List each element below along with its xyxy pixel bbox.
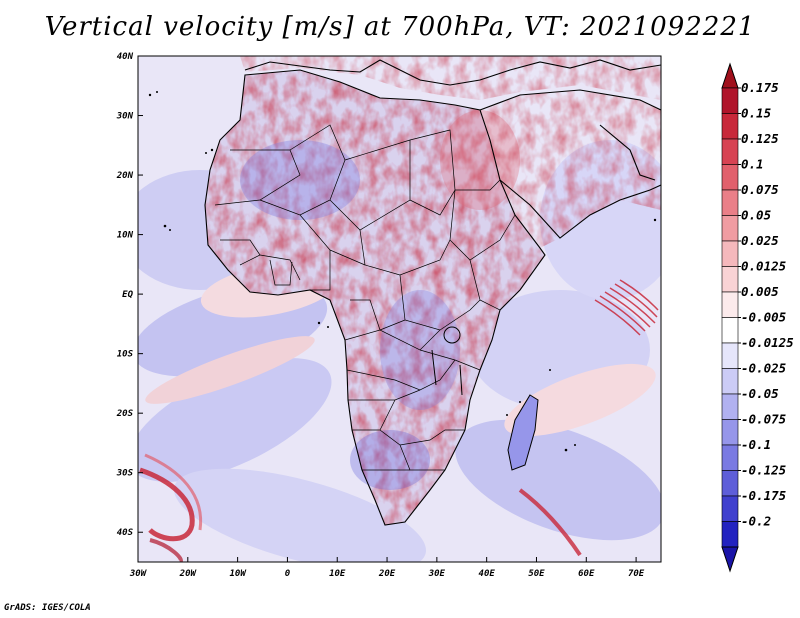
lat-tick-label: 10S bbox=[117, 350, 134, 360]
lon-tick-label: 30E bbox=[428, 569, 446, 579]
colorbar-max-triangle bbox=[721, 62, 739, 89]
colorbar-label: -0.05 bbox=[741, 386, 779, 401]
colorbar-label: -0.2 bbox=[741, 514, 771, 529]
colorbar-label: -0.125 bbox=[741, 463, 787, 478]
arabia-field bbox=[480, 90, 661, 248]
colorbar-label: -0.0125 bbox=[741, 335, 794, 350]
colorbar-segment bbox=[721, 215, 739, 242]
colorbar-segment bbox=[721, 164, 739, 191]
colorbar-label: 0.075 bbox=[741, 182, 779, 197]
lat-tick-label: 20N bbox=[116, 171, 134, 181]
lon-tick-label: 20E bbox=[378, 569, 396, 579]
lon-tick-label: 60E bbox=[578, 569, 595, 579]
colorbar-segment bbox=[721, 495, 739, 522]
colorbar-segment bbox=[721, 342, 739, 369]
colorbar-label: 0.175 bbox=[741, 80, 779, 95]
lon-tick-label: 10W bbox=[229, 569, 247, 579]
lon-tick-label: 70E bbox=[628, 569, 645, 579]
lat-tick-label: 10N bbox=[117, 231, 134, 241]
colorbar-min-triangle bbox=[721, 546, 739, 573]
colorbar-label: 0.05 bbox=[741, 208, 772, 223]
lon-tick-label: 50E bbox=[528, 569, 545, 579]
colorbar-label: 0.0125 bbox=[741, 259, 787, 274]
wave-train bbox=[594, 279, 659, 336]
colorbar-label: 0.1 bbox=[741, 157, 764, 172]
lat-tick-label: EQ bbox=[122, 290, 133, 300]
colorbar-segment bbox=[721, 189, 739, 216]
colorbar-segment bbox=[721, 266, 739, 293]
axis-ticks bbox=[137, 55, 637, 562]
colorbar-segment bbox=[721, 444, 739, 471]
colorbar-segment bbox=[721, 240, 739, 267]
lon-tick-label: 20W bbox=[179, 569, 198, 579]
map-title: Vertical velocity [m/s] at 700hPa, VT: 2… bbox=[44, 12, 756, 42]
colorbar-label: 0.005 bbox=[741, 284, 779, 299]
lon-tick-label: 40E bbox=[479, 569, 496, 579]
madagascar bbox=[507, 394, 539, 471]
grads-credit: GrADS: IGES/COLA bbox=[4, 603, 91, 613]
lat-tick-label: 40S bbox=[117, 528, 134, 538]
colorbar-label: -0.1 bbox=[741, 437, 771, 452]
jet-streak-southwest bbox=[139, 467, 195, 542]
coastlines bbox=[204, 59, 661, 526]
colorbar-label: 0.025 bbox=[741, 233, 779, 248]
colorbar-label: 0.125 bbox=[741, 131, 779, 146]
axis-labels: 30W 20W 10W 0 10E 20E 30E 40E 50E 60E 70E 40N 30N 20N… bbox=[116, 52, 645, 579]
colorbar-label: -0.075 bbox=[741, 412, 787, 427]
europe-field bbox=[240, 56, 661, 100]
lakes bbox=[431, 326, 463, 396]
lat-tick-label: 30N bbox=[116, 112, 134, 122]
colorbar-segment bbox=[721, 291, 739, 318]
lon-tick-label: 10E bbox=[329, 569, 346, 579]
colorbar-segment bbox=[721, 419, 739, 446]
colorbar-segment bbox=[721, 470, 739, 497]
lon-tick-label: 30W bbox=[129, 569, 148, 579]
lat-tick-label: 20S bbox=[116, 409, 134, 419]
country-borders bbox=[214, 124, 516, 471]
map-frame bbox=[137, 55, 662, 563]
colorbar-label: -0.025 bbox=[741, 361, 787, 376]
colorbar-segment bbox=[721, 521, 739, 548]
lat-tick-label: 40N bbox=[117, 52, 134, 62]
colorbar: 0.175 0.15 0.125 0.1 0.075 0.05 0.025 0.0125 0.0… bbox=[721, 62, 794, 573]
colorbar-segment bbox=[721, 113, 739, 140]
colorbar-label: -0.175 bbox=[741, 488, 787, 503]
jet-streak-southeast bbox=[518, 488, 582, 557]
colorbar-segment bbox=[721, 368, 739, 395]
land-field bbox=[205, 70, 545, 525]
colorbar-segment bbox=[721, 138, 739, 165]
map-area bbox=[138, 56, 661, 562]
colorbar-segment bbox=[721, 393, 739, 420]
islands bbox=[148, 91, 657, 452]
lon-tick-label: 0 bbox=[285, 569, 291, 579]
colorbar-label: 0.15 bbox=[741, 106, 772, 121]
colorbar-segment bbox=[721, 317, 739, 344]
lat-tick-label: 30S bbox=[116, 469, 134, 479]
colorbar-segment bbox=[721, 87, 739, 114]
figure: 30W 20W 10W 0 10E 20E 30E 40E 50E 60E 70E 40N 30N 20N… bbox=[116, 52, 794, 579]
colorbar-label: -0.005 bbox=[741, 310, 787, 325]
